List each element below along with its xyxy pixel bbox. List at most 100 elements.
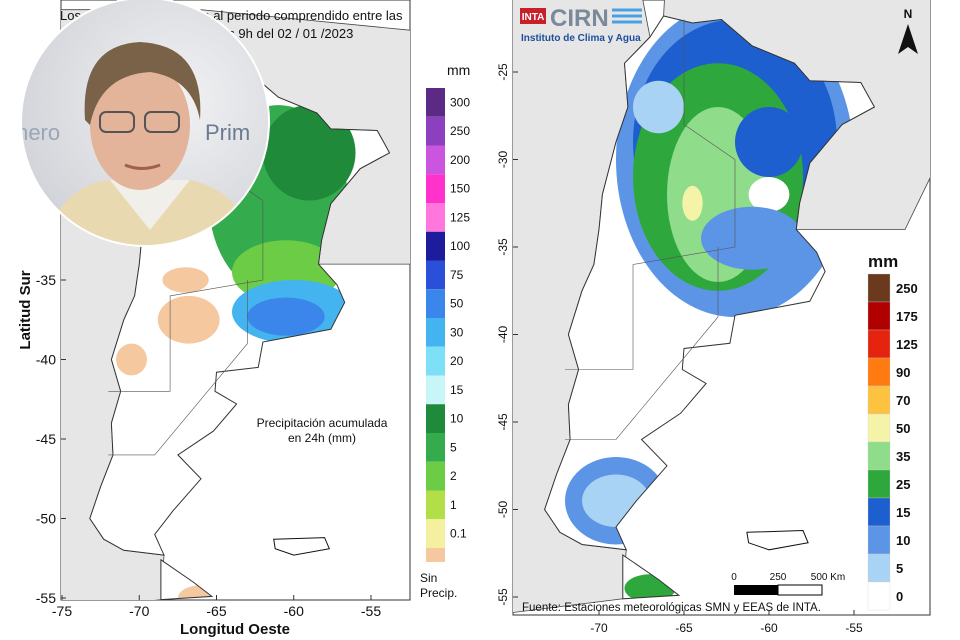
lat-tick-label: -55 <box>496 588 510 606</box>
legend-swatch <box>867 525 891 555</box>
logo-institute: Instituto de Clima y Agua <box>521 33 641 44</box>
legend-label: 175 <box>896 309 918 324</box>
legend-label: 35 <box>896 449 910 464</box>
legend-label: 70 <box>896 393 910 408</box>
x-axis-label: Longitud Oeste <box>180 621 290 638</box>
north-label: N <box>904 7 913 21</box>
svg-text:Prim: Prim <box>205 120 250 145</box>
lat-tick-label: -25 <box>496 63 510 81</box>
lon-tick-label: -55 <box>361 603 381 619</box>
legend-swatch <box>867 273 891 303</box>
precip-area <box>116 343 147 376</box>
legend-swatch <box>426 145 445 175</box>
legend-label: Sin Precip. <box>420 571 457 600</box>
precip-area <box>682 185 703 221</box>
legend-label: 15 <box>450 383 464 397</box>
legend-label: 10 <box>896 533 910 548</box>
lat-tick-label: -35 <box>36 272 56 288</box>
precip-area <box>735 107 803 177</box>
lon-tick-label: -65 <box>206 603 226 619</box>
legend-swatch <box>867 581 891 611</box>
legend-label: 125 <box>896 337 918 352</box>
scale-bar <box>777 584 823 596</box>
legend-swatch <box>426 404 445 433</box>
lat-tick-label: -50 <box>496 501 510 519</box>
lat-tick-label: -45 <box>496 413 510 431</box>
legend-label: 0 <box>896 589 903 604</box>
legend-label: 125 <box>450 210 470 224</box>
source-note: Fuente: Estaciones meteorológicas SMN y … <box>522 602 821 614</box>
logo-cirn: CIRN <box>550 5 609 32</box>
legend-swatch <box>426 375 445 405</box>
legend-swatch <box>867 441 891 471</box>
lat-tick-label: -55 <box>36 590 56 606</box>
legend-swatch <box>426 346 445 376</box>
legend-label: 0.1 <box>450 527 467 541</box>
svg-text:mero: mero <box>10 120 60 145</box>
legend-label: 200 <box>450 153 470 167</box>
lon-tick-label: -75 <box>52 603 72 619</box>
scale-bar <box>734 585 778 595</box>
lon-tick-label: -60 <box>760 621 778 635</box>
province-lines <box>565 247 719 440</box>
logo-inta: INTA <box>522 12 545 23</box>
lat-tick-label: -45 <box>36 431 56 447</box>
legend-swatch <box>426 116 445 146</box>
lat-tick-label: -40 <box>496 326 510 344</box>
legend-swatch <box>426 519 445 548</box>
legend-swatch <box>426 203 445 232</box>
lon-tick-label: -55 <box>845 621 863 635</box>
falkland-islands <box>746 529 809 551</box>
lon-tick-label: -70 <box>590 621 608 635</box>
lat-tick-label: -30 <box>496 151 510 169</box>
lon-tick-label: -60 <box>284 603 304 619</box>
legend-swatch <box>867 329 891 359</box>
precip-area <box>162 267 209 293</box>
legend-swatch <box>426 88 445 117</box>
legend-swatch <box>867 413 891 443</box>
right-map: INTA CIRN Instituto de Clima y Agua N mm… <box>496 0 931 635</box>
lat-tick-label: -35 <box>496 238 510 256</box>
annotation: Precipitación acumulada <box>257 416 388 430</box>
legend-label: 1 <box>450 498 457 512</box>
lon-tick-label: -65 <box>675 621 693 635</box>
north-arrow <box>898 24 918 54</box>
falkland-islands <box>273 537 331 556</box>
legend-label: 100 <box>450 239 470 253</box>
legend-label: 5 <box>896 561 903 576</box>
province-lines <box>108 280 248 456</box>
lat-tick-label: -40 <box>36 352 56 368</box>
precip-area <box>701 206 803 270</box>
legend-label: 30 <box>450 325 464 339</box>
legend-swatch <box>426 174 445 203</box>
legend-label: 25 <box>896 477 910 492</box>
legend-unit: mm <box>868 252 898 271</box>
annotation: en 24h (mm) <box>288 431 356 445</box>
argentina-border <box>89 69 391 600</box>
precip-area <box>157 295 220 344</box>
precip-area <box>247 297 325 336</box>
y-axis-label: Latitud Sur <box>17 270 34 349</box>
legend-swatch <box>867 469 891 499</box>
logo-box <box>520 8 546 24</box>
scale-label: 500 Km <box>811 572 845 583</box>
legend-label: 2 <box>450 469 457 483</box>
argentina-border <box>544 15 876 600</box>
legend-swatch <box>426 433 445 462</box>
legend-label: 300 <box>450 95 470 109</box>
legend-label: 50 <box>450 297 464 311</box>
photo-border <box>20 0 270 247</box>
legend-swatch <box>426 231 445 261</box>
logo-waves <box>612 8 642 24</box>
scale-label: 0 <box>731 572 737 583</box>
province-lines <box>565 19 736 370</box>
legend-swatch <box>867 301 891 331</box>
legend-label: 250 <box>450 124 470 138</box>
legend-swatch <box>426 490 445 520</box>
legend-label: 150 <box>450 182 470 196</box>
scale-label: 250 <box>770 572 787 583</box>
legend-swatch <box>867 497 891 527</box>
legend-swatch <box>426 548 445 562</box>
legend-label: 75 <box>450 268 464 282</box>
